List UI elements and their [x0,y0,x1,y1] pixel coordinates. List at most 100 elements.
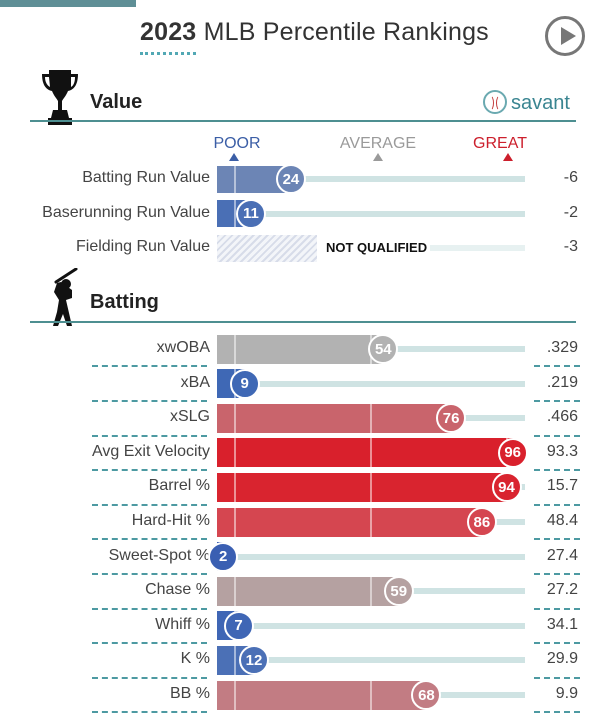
percentile-circle: 12 [238,645,269,676]
percentile-circle: 11 [235,198,266,229]
percentile-circle: 76 [436,403,467,434]
baseball-icon [483,90,507,114]
bar-gridline [234,472,237,502]
scale-arrow-average [373,153,383,161]
percentile-circle: 54 [368,334,399,364]
percentile-bar [217,507,482,537]
metric-label: Sweet-Spot % [108,546,210,564]
row-divider-right [534,434,580,437]
percentile-bar [217,472,507,502]
percentile-track [217,553,525,560]
percentile-circle: 68 [411,680,442,710]
row-divider-right [534,399,580,402]
metric-value: 34.1 [546,615,578,633]
bar-gridline [370,438,372,468]
metric-label: xBA [180,373,210,391]
bar-gridline [370,576,372,606]
savant-brand[interactable]: savant [483,90,570,115]
bar-gridline [370,472,372,502]
metric-label: Batting Run Value [82,169,210,186]
percentile-circle: 96 [497,437,528,468]
bar-gridline [234,645,237,675]
percentile-bar [217,334,384,364]
bar-gridline [234,165,237,193]
percentile-track [217,176,525,182]
bar-gridline [234,507,237,537]
not-qualified-bar [217,234,317,262]
metric-value: 48.4 [546,512,578,529]
row-divider-right [534,607,580,610]
scale-label-average: AVERAGE [339,135,417,152]
percentile-bar [217,403,452,433]
title-underline [140,52,196,55]
bar-gridline [234,680,237,710]
row-divider-left [92,434,207,437]
metric-value: 15.7 [546,477,578,495]
section-title-value: Value [90,91,143,113]
scale-arrow-poor [229,153,239,161]
metric-value: -2 [563,203,578,221]
metric-label: Baserunning Run Value [42,203,210,221]
row-divider-left [92,538,207,541]
not-qualified-label: NOT QUALIFIED [326,240,428,255]
percentile-circle: 59 [383,576,414,607]
percentile-circle: 7 [223,610,254,641]
row-divider-left [92,711,207,714]
bar-gridline [234,438,237,468]
scale-label-great: GREAT [473,135,527,152]
bar-gridline [234,576,237,606]
savant-label: savant [511,92,570,114]
bar-gridline [234,334,237,364]
row-divider-right [534,572,580,575]
value-section-line [30,120,576,122]
percentile-track [217,380,525,387]
metric-label: BB % [169,685,210,702]
top-accent-bar [0,0,136,7]
percentile-circle: 2 [208,541,239,572]
bar-gridline [370,507,372,537]
row-divider-right [534,503,580,506]
percentile-bar [217,680,427,710]
row-divider-left [92,365,207,368]
row-divider-right [534,711,580,714]
metric-value: 27.4 [546,546,578,564]
metric-label: Whiff % [155,615,210,633]
bar-gridline [234,200,237,227]
metric-label: xwOBA [156,339,210,356]
metric-label: Avg Exit Velocity [92,442,210,460]
percentile-circle: 9 [229,368,260,399]
batting-section-line [30,321,576,323]
scale-arrow-great [503,153,513,161]
metric-value: 27.2 [546,581,578,599]
percentile-bar [217,438,513,468]
metric-value: -3 [563,238,578,255]
percentile-track [217,622,525,629]
row-divider-left [92,503,207,506]
play-circle-icon[interactable] [545,16,585,56]
row-divider-right [534,642,580,645]
row-divider-left [92,642,207,645]
row-divider-right [534,469,580,472]
metric-label: Fielding Run Value [75,238,210,255]
metric-value: .329 [546,339,578,356]
metric-label: Hard-Hit % [131,512,210,529]
title-year: 2023 [140,18,197,46]
scale-label-poor: POOR [213,135,261,152]
metric-value: -6 [563,169,578,186]
row-divider-left [92,572,207,575]
title-text: MLB Percentile Rankings [203,18,489,46]
percentile-track [217,657,525,664]
metric-value: .466 [546,408,578,426]
bar-gridline [234,403,237,433]
metric-value: 93.3 [546,442,578,460]
row-divider-left [92,676,207,679]
metric-label: Barrel % [148,477,210,495]
metric-label: K % [180,650,210,668]
percentile-track [430,245,525,251]
bar-gridline [370,680,372,710]
row-divider-right [534,676,580,679]
percentile-circle: 86 [466,507,497,537]
row-divider-right [534,365,580,368]
metric-label: Chase % [145,581,210,599]
row-divider-left [92,399,207,402]
